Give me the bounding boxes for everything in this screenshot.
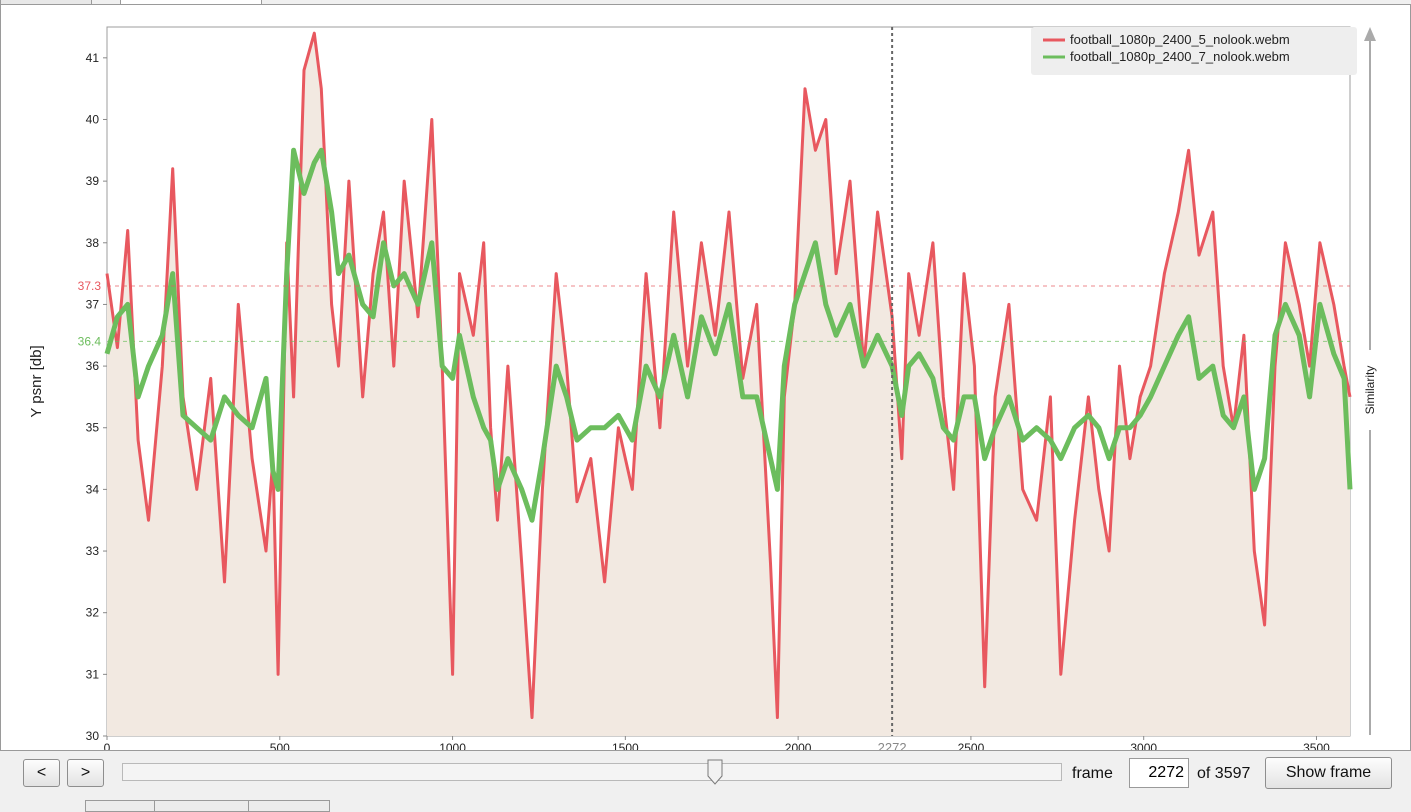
frame-number-input[interactable] <box>1129 758 1189 788</box>
psnr-chart: 37.3 36.4 30 31 32 33 34 35 36 37 38 39 40 41 0 500 1000… <box>28 26 1377 750</box>
y-tick-label: 34 <box>86 482 100 496</box>
bottom-tab-1[interactable] <box>85 800 155 812</box>
y-tick-label: 40 <box>86 112 100 126</box>
x-tick-label: 0 <box>104 741 111 750</box>
similarity-arrow-head <box>1364 27 1376 41</box>
mean-label-1: 37.3 <box>78 279 102 293</box>
x-tick-label: 3000 <box>1130 741 1157 750</box>
show-frame-button[interactable]: Show frame <box>1265 757 1392 789</box>
y-tick-label: 35 <box>86 421 100 435</box>
y-tick-label: 38 <box>86 236 100 250</box>
y-tick-label: 36 <box>86 359 100 373</box>
legend-entry-2: football_1080p_2400_7_nolook.webm <box>1070 49 1290 64</box>
x-tick-label: 1500 <box>612 741 639 750</box>
series-line-1 <box>105 31 1352 719</box>
y-tick-label: 41 <box>86 51 100 65</box>
y-tick-label: 39 <box>86 174 100 188</box>
y-axis-label: Y psnr [db] <box>28 345 45 417</box>
x-tick-label: 2500 <box>958 741 985 750</box>
bottom-tab-3[interactable] <box>248 800 330 812</box>
bottom-tab-2[interactable] <box>154 800 249 812</box>
mean-label-2: 36.4 <box>78 334 102 348</box>
y-tick-label: 32 <box>86 606 100 620</box>
x-tick-label: 3500 <box>1303 741 1330 750</box>
similarity-label: Similarity <box>1363 366 1377 415</box>
x-tick-label: 500 <box>270 741 290 750</box>
x-tick-label: 1000 <box>439 741 466 750</box>
frame-slider[interactable] <box>122 763 1062 781</box>
y-tick-label: 31 <box>86 667 100 681</box>
y-tick-label: 33 <box>86 544 100 558</box>
x-tick-label: 2000 <box>785 741 812 750</box>
chart-panel: 37.3 36.4 30 31 32 33 34 35 36 37 38 39 40 41 0 500 1000… <box>0 4 1411 751</box>
frame-label: frame <box>1072 765 1113 782</box>
legend-entry-1: football_1080p_2400_5_nolook.webm <box>1070 32 1290 47</box>
slider-thumb[interactable] <box>707 759 723 785</box>
y-tick-label: 30 <box>86 729 100 743</box>
next-frame-button[interactable]: > <box>67 759 104 787</box>
cursor-frame-label: 2272 <box>878 740 907 750</box>
prev-frame-button[interactable]: < <box>23 759 60 787</box>
series-line-2 <box>104 147 1353 523</box>
series-area <box>107 33 1350 736</box>
frame-total-label: of 3597 <box>1197 765 1251 782</box>
legend-box <box>1031 27 1357 75</box>
y-tick-label: 37 <box>86 297 100 311</box>
